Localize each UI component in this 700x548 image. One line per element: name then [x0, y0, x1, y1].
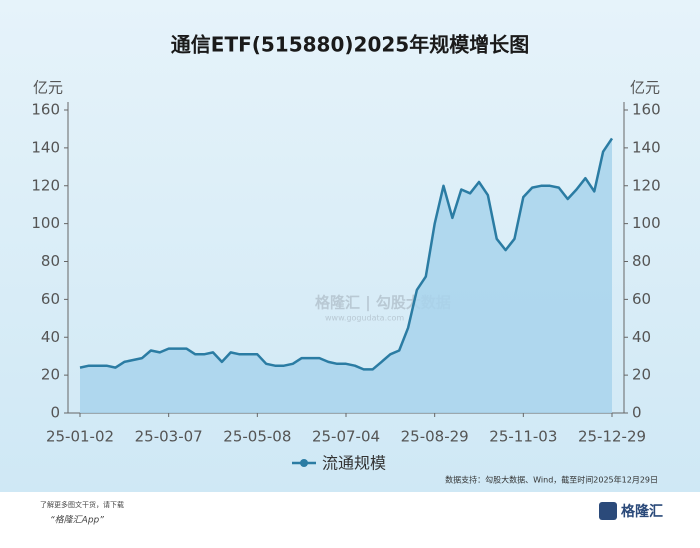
y2-tick-label: 100 — [632, 214, 661, 232]
y-tick-label: 40 — [41, 328, 60, 346]
y2-tick-label: 0 — [632, 404, 642, 422]
y-tick-label: 0 — [50, 404, 60, 422]
y-tick-label: 100 — [31, 214, 60, 232]
source: 数据支持：勾股大数据、Wind，截至时间2025年12月29日 — [445, 475, 658, 485]
y-tick-label: 140 — [31, 138, 60, 156]
y2-axis-label: 亿元 — [630, 79, 660, 97]
footer-background — [0, 492, 700, 544]
legend-label: 流通规模 — [322, 454, 386, 473]
note: 了解更多图文干货，请下载 — [40, 500, 124, 509]
x-tick-label: 25-01-02 — [46, 428, 114, 446]
x-tick-label: 25-03-07 — [135, 428, 203, 446]
y2-tick-label: 80 — [632, 252, 651, 270]
y2-tick-label: 160 — [632, 101, 661, 119]
y-tick-label: 120 — [31, 176, 60, 194]
x-tick-label: 25-05-08 — [223, 428, 291, 446]
y2-tick-label: 40 — [632, 328, 651, 346]
brand: 格隆汇 — [621, 503, 663, 520]
area — [80, 138, 612, 413]
y-tick-label: 20 — [41, 366, 60, 384]
y2-tick-label: 60 — [632, 290, 651, 308]
y2-tick-label: 20 — [632, 366, 651, 384]
y-axis-label: 亿元 — [33, 79, 63, 97]
x-tick-label: 25-07-04 — [312, 428, 380, 446]
x-tick-label: 25-12-29 — [578, 428, 646, 446]
y-tick-label: 60 — [41, 290, 60, 308]
line — [79, 137, 614, 371]
legend-marker — [300, 459, 308, 467]
y-tick-label: 80 — [41, 252, 60, 270]
x-tick-label: 25-11-03 — [489, 428, 557, 446]
chart-title: 通信ETF(515880)2025年规模增长图 — [171, 33, 529, 57]
note: “格隆汇App” — [50, 515, 104, 526]
watermark-url: www.gogudata.com — [325, 314, 404, 323]
brand-logo — [599, 502, 617, 520]
y2-tick-label: 140 — [632, 138, 661, 156]
x-tick-label: 25-08-29 — [401, 428, 469, 446]
y-tick-label: 160 — [31, 101, 60, 119]
y2-tick-label: 120 — [632, 176, 661, 194]
